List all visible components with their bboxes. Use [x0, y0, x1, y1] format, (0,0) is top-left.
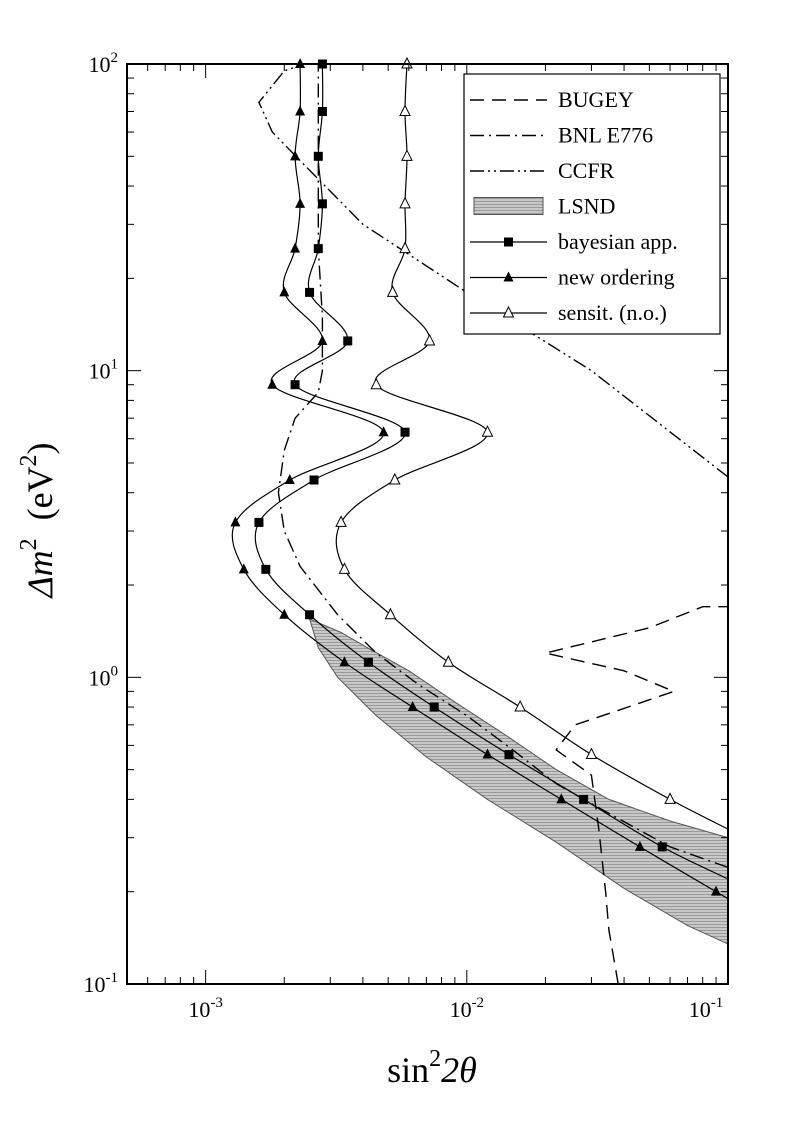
x-axis-title: sin22θ [387, 1046, 477, 1090]
series-line-new-ordering [231, 64, 728, 900]
data-point-bayesian-app [504, 750, 514, 760]
y-tick-label: 101 [89, 357, 119, 384]
legend-marker-new-ordering [503, 271, 514, 282]
series-line-bugey [545, 606, 728, 984]
data-point-sensit-n-o [664, 792, 676, 804]
data-point-new-ordering [295, 197, 306, 208]
data-point-new-ordering [634, 840, 645, 851]
data-point-sensit-n-o [386, 285, 399, 297]
data-point-sensit-n-o [388, 472, 401, 485]
data-point-bayesian-app [305, 610, 315, 620]
data-point-sensit-n-o [423, 333, 436, 346]
y-tick-labels: 10-1 100 101 102 [84, 50, 119, 997]
x-tick-label: 10-2 [450, 995, 485, 1022]
data-point-bayesian-app [317, 199, 327, 209]
data-point-bayesian-app [313, 151, 323, 161]
data-point-new-ordering [290, 242, 301, 253]
data-point-bayesian-app [400, 427, 410, 437]
data-point-sensit-n-o [370, 377, 383, 390]
data-point-sensit-n-o [399, 196, 411, 209]
legend-marker-sensit-n-o [502, 305, 515, 318]
data-point-bayesian-app [290, 380, 300, 390]
legend-label-bayesian-app: bayesian app. [558, 229, 678, 254]
series-line-bnl-e776 [277, 64, 728, 869]
legend-label-bnl-e776: BNL E776 [558, 123, 653, 148]
legend-swatch-lsnd [473, 197, 544, 215]
data-point-new-ordering [295, 105, 306, 116]
data-point-bayesian-app [254, 517, 264, 527]
legend: BUGEY BNL E776 CCFR LSND bayesian app. new or… [463, 73, 721, 335]
data-point-sensit-n-o [401, 149, 413, 161]
legend-label-bugey: BUGEY [558, 87, 634, 112]
data-point-sensit-n-o [514, 699, 526, 712]
data-point-new-ordering [339, 656, 350, 667]
legend-marker-bayesian-app [504, 237, 513, 247]
data-point-new-ordering [290, 150, 301, 161]
data-point-new-ordering [230, 516, 241, 527]
legend-label-new-ordering: new ordering [558, 265, 675, 290]
data-point-bayesian-app [343, 336, 353, 346]
y-tick-label: 100 [89, 663, 119, 690]
data-point-sensit-n-o [442, 655, 455, 667]
data-point-sensit-n-o [481, 425, 494, 437]
data-point-new-ordering [279, 286, 290, 297]
x-tick-label: 10-1 [689, 995, 724, 1022]
data-point-bayesian-app [305, 287, 315, 297]
lsnd-region [308, 618, 728, 945]
plot-region [126, 56, 729, 985]
data-point-bayesian-app [309, 475, 319, 485]
data-point-new-ordering [238, 563, 249, 574]
data-point-new-ordering [556, 793, 567, 804]
data-point-sensit-n-o [384, 607, 397, 620]
y-axis-title: Δm2 (eV2) [16, 442, 60, 599]
data-point-new-ordering [267, 378, 278, 389]
data-point-new-ordering [279, 608, 290, 619]
data-point-bayesian-app [313, 244, 323, 254]
legend-label-lsnd: LSND [558, 194, 615, 219]
data-point-sensit-n-o [399, 241, 411, 254]
data-point-bayesian-app [429, 702, 439, 712]
data-point-new-ordering [711, 885, 722, 896]
legend-label-sensit-n-o: sensit. (n.o.) [558, 300, 667, 325]
data-point-new-ordering [378, 426, 389, 437]
data-point-new-ordering [482, 748, 493, 759]
y-tick-label: 10-1 [84, 970, 119, 997]
data-point-bayesian-app [363, 657, 373, 667]
x-tick-labels: 10-3 10-2 10-1 [188, 995, 723, 1022]
data-point-bayesian-app [261, 564, 271, 574]
data-point-new-ordering [284, 474, 295, 485]
data-point-bayesian-app [317, 107, 327, 117]
data-point-new-ordering [317, 334, 328, 345]
data-point-bayesian-app [657, 842, 667, 852]
series-line-ccfr [258, 64, 728, 478]
legend-label-ccfr: CCFR [558, 158, 615, 183]
data-point-new-ordering [407, 701, 418, 712]
data-point-sensit-n-o [338, 562, 351, 574]
data-point-sensit-n-o [399, 104, 411, 117]
data-point-bayesian-app [579, 794, 589, 804]
x-tick-label: 10-3 [188, 995, 223, 1022]
data-point-sensit-n-o [585, 747, 598, 760]
data-point-sensit-n-o [335, 515, 347, 527]
plot-frame [126, 63, 729, 985]
y-tick-label: 102 [89, 50, 119, 77]
